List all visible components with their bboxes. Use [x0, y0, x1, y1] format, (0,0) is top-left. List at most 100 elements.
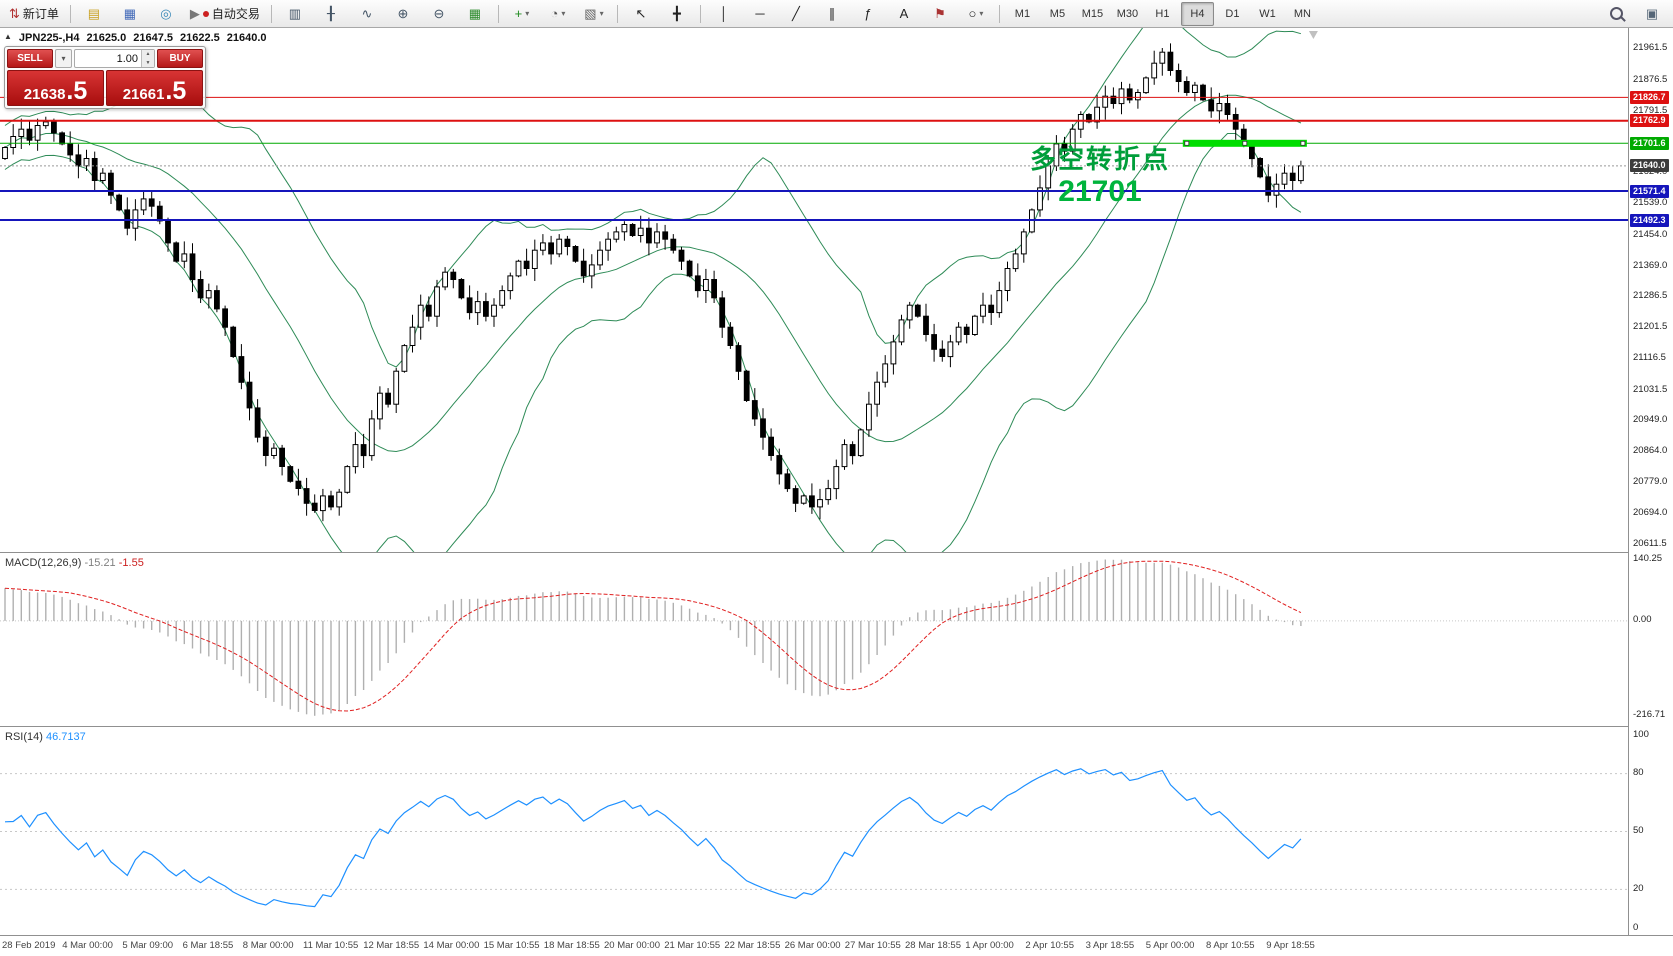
- trendline-icon: ╱: [792, 6, 800, 21]
- time-axis-label: 20 Mar 00:00: [604, 940, 660, 951]
- time-axis-label: 3 Apr 18:55: [1085, 940, 1135, 951]
- vertical-line-icon: │: [719, 6, 728, 21]
- search-button[interactable]: [1599, 2, 1633, 26]
- ohlc-low: 21622.5: [180, 32, 220, 44]
- ohlc-close: 21640.0: [226, 32, 267, 44]
- autotrading-button-label: 自动交易: [211, 7, 260, 21]
- rsi-axis-label: 0: [1633, 921, 1639, 933]
- timeframe-button-mn[interactable]: MN: [1293, 7, 1311, 20]
- sell-button[interactable]: SELL: [7, 49, 53, 68]
- timeframe-button-h4[interactable]: H4: [1180, 1, 1214, 26]
- candlestick-button[interactable]: ╂: [314, 2, 348, 26]
- price-axis-label: 21031.5: [1633, 383, 1668, 395]
- selection-handle[interactable]: [1184, 140, 1190, 146]
- cursor-button[interactable]: ↖: [624, 2, 658, 26]
- trendline-button[interactable]: ╱: [779, 2, 813, 26]
- timeframe-button-h1[interactable]: H1: [1155, 7, 1170, 20]
- price-level-badge: 21826.7: [1630, 90, 1669, 104]
- price-axis-label: 21961.5: [1633, 42, 1668, 54]
- volume-up-button[interactable]: ▲: [142, 50, 154, 59]
- search-icon: [1609, 7, 1623, 20]
- indicators-button[interactable]: + ▾: [505, 2, 539, 26]
- time-axis-label: 14 Mar 00:00: [423, 940, 480, 951]
- label-button[interactable]: ⚑: [923, 2, 957, 26]
- toolbar-separator: [497, 4, 499, 23]
- time-axis-label: 21 Mar 10:55: [664, 940, 721, 951]
- buy-price-button[interactable]: 21661.5: [106, 70, 203, 106]
- price-level-badge: 21762.9: [1630, 114, 1669, 128]
- timeframe-button-m1[interactable]: M1: [1014, 7, 1031, 20]
- zoom-out-button[interactable]: ⊖: [422, 2, 456, 26]
- zoom-in-button[interactable]: ⊕: [386, 2, 420, 26]
- symbol-info: ▲ JPN225-,H4 21625.0 21647.5 21622.5 216…: [4, 32, 267, 44]
- channel-button[interactable]: ∥: [815, 2, 849, 26]
- ohlc-open: 21625.0: [86, 32, 127, 44]
- volume-dropdown[interactable]: ▾: [55, 49, 72, 68]
- price-axis-label: 20864.0: [1633, 444, 1668, 456]
- buy-button[interactable]: BUY: [157, 49, 203, 68]
- new-order-button[interactable]: ⇅ 新订单: [4, 2, 64, 26]
- price-level-badge: 21492.3: [1630, 213, 1669, 227]
- toolbar-separator: [699, 4, 701, 23]
- selection-handle[interactable]: [1300, 140, 1306, 146]
- cursor-icon: ↖: [635, 6, 647, 21]
- symbol-name: JPN225-,H4: [18, 32, 80, 44]
- timeframe-button-m30[interactable]: M30: [1116, 7, 1139, 20]
- rsi-axis-label: 20: [1633, 882, 1644, 894]
- sell-price-button[interactable]: 21638.5: [7, 70, 104, 106]
- tile-windows-button[interactable]: ▦: [458, 2, 492, 26]
- time-axis-label: 6 Mar 18:55: [182, 940, 234, 951]
- main-chart-canvas[interactable]: [0, 28, 1628, 552]
- market-watch-button[interactable]: ▦: [113, 2, 147, 26]
- template-icon: ▧: [584, 6, 597, 21]
- timeframe-button-w1[interactable]: W1: [1259, 7, 1276, 20]
- timeframe-button-m15[interactable]: M15: [1081, 7, 1104, 20]
- bar-chart-button[interactable]: ▥: [278, 2, 312, 26]
- macd-label: MACD(12,26,9) -15.21 -1.55: [5, 557, 144, 569]
- vertical-line-button[interactable]: │: [707, 2, 741, 26]
- buy-price-main: 21661: [122, 86, 165, 103]
- rsi-axis-label: 50: [1633, 825, 1644, 836]
- timeframe-button-d1[interactable]: D1: [1225, 7, 1240, 20]
- fibonacci-button[interactable]: ƒ: [851, 2, 885, 26]
- price-axis[interactable]: 21961.521876.521791.521624.021539.021454…: [1628, 28, 1673, 935]
- volume-stepper: ▲ ▼: [141, 50, 154, 67]
- rsi-label: RSI(14) 46.7137: [5, 731, 86, 743]
- line-chart-button[interactable]: ∿: [350, 2, 384, 26]
- autotrading-button[interactable]: ▶ 自动交易: [185, 2, 265, 26]
- price-axis-label: 21116.5: [1633, 352, 1666, 364]
- rsi-axis-label: 100: [1633, 728, 1649, 740]
- templates-button[interactable]: ▧ ▾: [577, 2, 611, 26]
- price-axis-label: 20949.0: [1633, 413, 1668, 425]
- data-window-button[interactable]: ▣: [1635, 2, 1669, 26]
- charts-profile-button[interactable]: ▤: [77, 2, 111, 26]
- oct-collapse-arrow[interactable]: ▲: [4, 32, 12, 41]
- crosshair-button[interactable]: ╋: [660, 2, 694, 26]
- time-axis-label: 11 Mar 10:55: [303, 940, 359, 951]
- time-axis-label: 4 Mar 00:00: [62, 940, 113, 951]
- selection-handle[interactable]: [1242, 140, 1248, 146]
- sell-price-main: 21638: [23, 86, 66, 103]
- text-button[interactable]: A: [887, 2, 921, 26]
- shapes-button[interactable]: ○ ▾: [959, 2, 993, 26]
- buy-price-pips: .5: [165, 76, 187, 105]
- time-axis-label: 9 Apr 18:55: [1266, 940, 1315, 951]
- navigator-icon: ◎: [160, 6, 172, 21]
- navigator-button[interactable]: ◎: [149, 2, 183, 26]
- sell-price-pips: .5: [66, 76, 88, 105]
- horizontal-line-button[interactable]: ─: [743, 2, 777, 26]
- macd-indicator-pane[interactable]: MACD(12,26,9) -15.21 -1.55: [0, 552, 1628, 726]
- timeframe-button-m5[interactable]: M5: [1049, 7, 1066, 20]
- rsi-canvas: [0, 768, 1628, 908]
- time-axis-label: 8 Apr 10:55: [1206, 940, 1255, 951]
- rsi-indicator-pane[interactable]: RSI(14) 46.7137: [0, 726, 1628, 935]
- volume-down-button[interactable]: ▼: [142, 58, 154, 67]
- autotrading-icon: ▶: [189, 6, 200, 21]
- volume-input[interactable]: 1.00 ▲ ▼: [74, 49, 155, 68]
- channel-icon: ∥: [828, 6, 836, 21]
- price-axis-label: 20779.0: [1633, 476, 1668, 488]
- main-chart-pane[interactable]: ▲ JPN225-,H4 21625.0 21647.5 21622.5 216…: [0, 28, 1628, 552]
- time-axis[interactable]: 28 Feb 2019 4 Mar 00:00 5 Mar 09:00 6 Mar 1…: [0, 935, 1673, 956]
- periods-button[interactable]: ◔ ▾: [541, 2, 575, 26]
- time-axis-label: 1 Apr 00:00: [965, 940, 1014, 951]
